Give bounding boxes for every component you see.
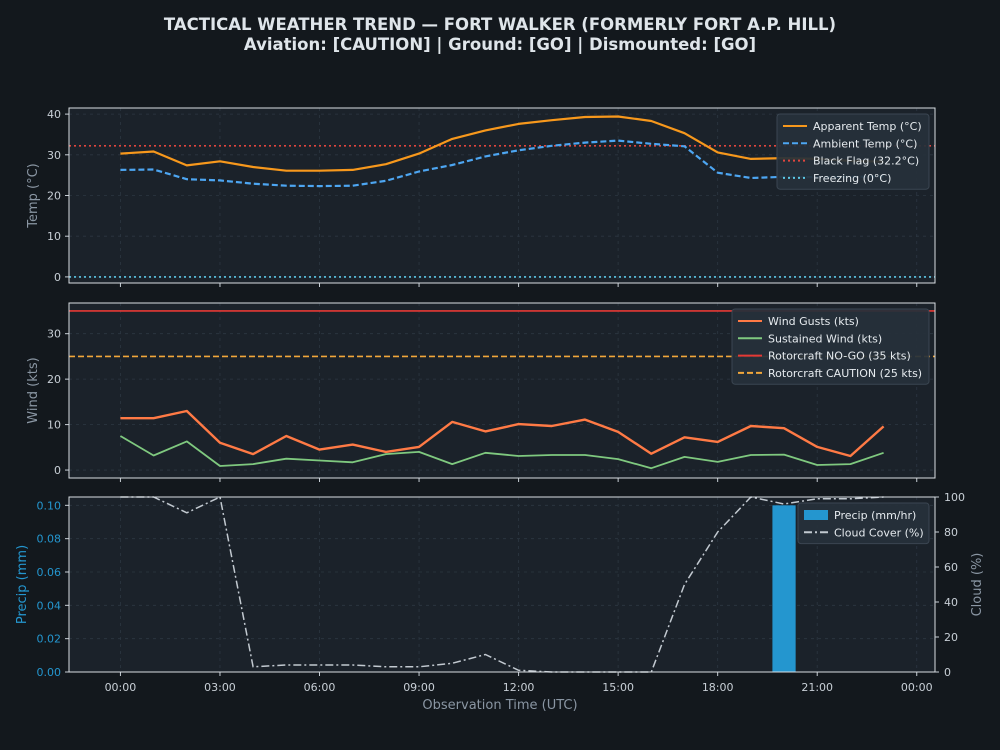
y-axis-label-left: Precip (mm) — [15, 545, 30, 624]
wind-panel: 0 10 20 30 Wind (kts) Wind Gusts (kts) Sustain… — [26, 302, 936, 482]
x-tick-label: 03:00 — [204, 681, 236, 694]
legend-label: Precip (mm/hr) — [834, 509, 916, 522]
y-tick-label: 10 — [47, 419, 61, 432]
y-tick-label-right: 80 — [944, 526, 958, 539]
series-line — [120, 139, 884, 188]
x-tick-label: 09:00 — [403, 681, 435, 694]
legend-label: Rotorcraft CAUTION (25 kts) — [768, 367, 922, 380]
temperature-panel: 0 10 20 30 40 Temp (°C) Apparent Temp (°C) Ambi… — [26, 107, 936, 287]
y-tick-label-left: 0.02 — [37, 633, 62, 646]
legend-label: Black Flag (32.2°C) — [813, 155, 919, 168]
panel-border — [68, 107, 936, 284]
y-tick-label-right: 20 — [944, 631, 958, 644]
legend-box — [731, 308, 930, 385]
y-tick-label-left: 0.04 — [37, 599, 62, 612]
y-tick-label: 20 — [47, 373, 61, 386]
x-tick-label: 00:00 — [105, 681, 137, 694]
y-tick-label-left: 0.08 — [37, 533, 62, 546]
y-tick-label-right: 100 — [944, 491, 965, 504]
x-tick-label: 12:00 — [503, 681, 535, 694]
y-axis-label: Wind (kts) — [26, 357, 41, 423]
y-tick-label: 10 — [47, 230, 61, 243]
legend-swatch — [804, 510, 828, 520]
y-tick-label: 30 — [47, 328, 61, 341]
legend-label: Sustained Wind (kts) — [768, 332, 882, 345]
time-x-axis: 00:00 03:00 06:00 09:00 12:00 15:00 18:00 21:00… — [105, 681, 933, 694]
panel-border — [68, 496, 936, 673]
series-line — [120, 409, 885, 458]
x-tick-label: 06:00 — [304, 681, 336, 694]
y-tick-label: 30 — [47, 149, 61, 162]
precip-bar — [772, 505, 796, 672]
x-axis-label: Observation Time (UTC) — [422, 698, 577, 713]
x-tick-label: 15:00 — [602, 681, 634, 694]
legend-label: Ambient Temp (°C) — [813, 137, 917, 150]
y-tick-label: 0 — [54, 464, 61, 477]
y-tick-label: 20 — [47, 190, 61, 203]
series-line — [120, 115, 884, 172]
y-tick-label-right: 0 — [944, 666, 951, 679]
chart-title: TACTICAL WEATHER TREND — FORT WALKER (FO… — [164, 15, 836, 34]
y-tick-label-left: 0.00 — [37, 666, 62, 679]
legend-box — [797, 502, 930, 545]
y-tick-label-left: 0.10 — [37, 499, 62, 512]
legend-label: Rotorcraft NO-GO (35 kts) — [768, 350, 911, 363]
chart-subtitle: Aviation: [CAUTION] | Ground: [GO] | Dis… — [244, 35, 756, 55]
legend-label: Apparent Temp (°C) — [813, 120, 922, 133]
precip-cloud-panel: 0.00 0.02 0.04 0.06 0.08 0.10 0 20 40 60 80 100 Prec… — [15, 491, 985, 679]
series-line — [119, 435, 884, 470]
y-tick-label-right: 40 — [944, 596, 958, 609]
y-tick-label-left: 0.06 — [37, 566, 62, 579]
x-tick-label: 00:00 — [901, 681, 933, 694]
legend-label: Wind Gusts (kts) — [768, 315, 859, 328]
y-tick-label-right: 60 — [944, 561, 958, 574]
x-tick-label: 18:00 — [702, 681, 734, 694]
x-tick-label: 21:00 — [801, 681, 833, 694]
y-tick-label: 0 — [54, 271, 61, 284]
panel-border — [68, 302, 936, 479]
y-tick-label: 40 — [47, 108, 61, 121]
y-axis-label-right: Cloud (%) — [970, 553, 985, 617]
legend-label: Cloud Cover (%) — [834, 526, 924, 539]
legend-box — [776, 113, 930, 190]
y-axis-label: Temp (°C) — [26, 163, 41, 229]
cloud-line — [120, 496, 884, 673]
legend-label: Freezing (0°C) — [813, 172, 891, 185]
